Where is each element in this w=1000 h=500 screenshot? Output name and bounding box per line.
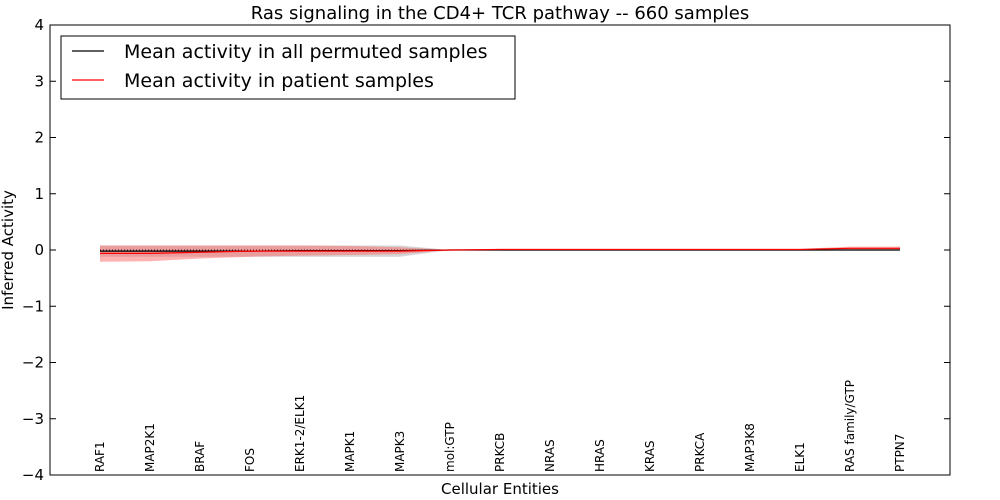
- y-tick-label: −2: [22, 354, 44, 372]
- y-tick-label: 3: [34, 72, 44, 90]
- y-axis-label: Inferred Activity: [0, 190, 17, 310]
- legend-label-patient: Mean activity in patient samples: [124, 70, 434, 92]
- y-tick-label: −1: [22, 297, 44, 315]
- x-tick-label: FOS: [243, 448, 257, 472]
- x-tick-label: mol:GTP: [443, 422, 457, 472]
- y-tick-label: 4: [34, 16, 44, 34]
- legend-box: [60, 35, 516, 100]
- x-tick-label: PRKCB: [493, 433, 507, 472]
- x-tick-label: PRKCA: [693, 432, 707, 472]
- x-tick-label: KRAS: [643, 440, 657, 472]
- plot-area: [100, 245, 900, 262]
- y-tick-label: 2: [34, 129, 44, 147]
- x-tick-label: MAPK1: [343, 431, 357, 472]
- x-tick-label: RAS family/GTP: [843, 380, 857, 472]
- y-tick-label: 1: [34, 185, 44, 203]
- x-tick-label: RAF1: [93, 441, 107, 472]
- x-axis-label: Cellular Entities: [441, 480, 559, 498]
- x-tick-label: NRAS: [543, 439, 557, 472]
- series-line-patient: [100, 247, 900, 254]
- x-tick-label: BRAF: [193, 441, 207, 472]
- x-tick-label: MAP2K1: [143, 423, 157, 472]
- x-tick-label: MAPK3: [393, 431, 407, 472]
- axes: 4 3 2 1 0 −1 −2 −3 −4 RAF1 MAP2K1 BRAF FOS ERK1-2/ELK…: [22, 16, 950, 484]
- x-tick-label: ELK1: [793, 442, 807, 472]
- legend: Mean activity in all permuted samples Me…: [60, 35, 516, 100]
- y-tick-label: −4: [22, 466, 44, 484]
- x-tick-label: HRAS: [593, 439, 607, 472]
- y-tick-label: 0: [34, 241, 44, 259]
- legend-label-permuted: Mean activity in all permuted samples: [124, 41, 487, 63]
- chart-title: Ras signaling in the CD4+ TCR pathway --…: [251, 3, 750, 24]
- band-patient: [100, 245, 900, 262]
- y-tick-label: −3: [22, 410, 44, 428]
- x-tick-label: PTPN7: [893, 434, 907, 472]
- x-tick-label: MAP3K8: [743, 423, 757, 472]
- x-tick-label: ERK1-2/ELK1: [293, 395, 307, 472]
